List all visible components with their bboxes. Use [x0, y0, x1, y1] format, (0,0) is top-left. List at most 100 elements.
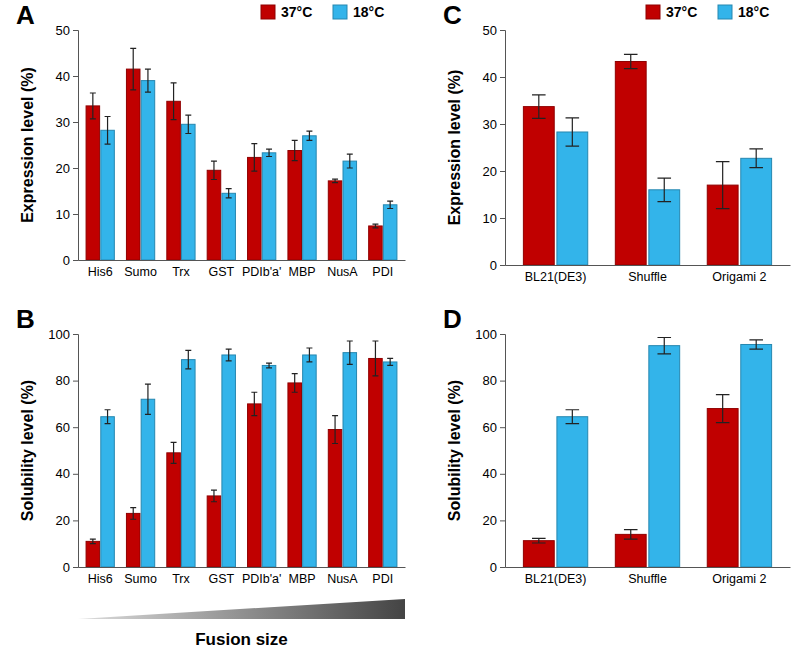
tick-mark: [500, 567, 505, 568]
tick-label: 10: [483, 211, 497, 226]
tick-label: Trx: [172, 572, 190, 586]
series: [101, 69, 397, 260]
bar: [741, 158, 772, 265]
tick: 80: [56, 373, 78, 388]
tick-mark: [500, 77, 505, 78]
y-axis-title: Expression level (%): [446, 70, 463, 226]
error-bar: [90, 539, 96, 544]
error-bar: [130, 508, 136, 520]
legend: 37°C18°C: [261, 4, 384, 20]
axis-line: [500, 31, 506, 266]
error-bar: [372, 224, 378, 228]
tick: 20: [56, 513, 78, 528]
tick-mark: [73, 427, 78, 428]
tick: 50: [56, 23, 78, 38]
tick-label: Trx: [172, 265, 190, 279]
tick-label: 40: [56, 69, 70, 84]
error-bar: [332, 416, 338, 444]
series: [523, 395, 738, 567]
legend-label: 37°C: [666, 4, 697, 20]
axis-line: [73, 335, 79, 568]
axis-line: [506, 265, 791, 266]
tick: His6: [88, 567, 113, 586]
tick-label: NusA: [327, 572, 358, 586]
error-bar: [226, 189, 232, 198]
tick-label: 80: [483, 373, 497, 388]
error-bar: [749, 340, 763, 349]
series: [523, 54, 738, 265]
bar: [523, 541, 554, 567]
tick: 40: [483, 70, 505, 85]
y-axis: 020406080100: [475, 327, 505, 575]
bar: [86, 106, 100, 260]
error-bar: [145, 69, 151, 92]
tick: PDIb'a': [242, 260, 282, 279]
bar: [523, 107, 554, 265]
error-bar: [566, 410, 580, 424]
bar: [741, 344, 772, 567]
bar: [101, 417, 115, 567]
bar: [207, 170, 221, 260]
tick-mark: [73, 474, 78, 475]
legend-item: 37°C: [261, 4, 312, 20]
tick-mark: [500, 171, 505, 172]
tick-mark: [73, 168, 78, 169]
bar: [707, 409, 738, 567]
bar: [369, 226, 383, 260]
tick-label: 20: [56, 513, 70, 528]
tick-mark: [73, 381, 78, 382]
panel: 020406080100BL21(DE3)ShuffleOrigami 2Sol…: [446, 327, 791, 586]
legend-swatch: [718, 5, 732, 19]
tick-mark: [73, 520, 78, 521]
y-axis: 01020304050: [56, 23, 79, 268]
tick: 0: [490, 560, 505, 575]
error-bar: [624, 530, 638, 539]
bar: [288, 383, 302, 567]
tick-mark: [500, 334, 505, 335]
legend-item: 18°C: [718, 4, 769, 20]
error-bar: [266, 149, 272, 156]
tick: 20: [483, 164, 505, 179]
tick-label: 20: [56, 161, 70, 176]
tick-label: GST: [208, 572, 234, 586]
legend-label: 37°C: [281, 4, 312, 20]
tick: Origami 2: [712, 265, 766, 284]
bar: [182, 124, 196, 260]
bar: [343, 353, 357, 567]
size-wedge: [78, 599, 405, 619]
legend-swatch: [646, 5, 660, 19]
bar: [207, 496, 221, 567]
legend-item: 37°C: [646, 4, 697, 20]
bar: [126, 69, 140, 260]
error-bar: [211, 161, 217, 179]
tick-label: 40: [483, 70, 497, 85]
tick-mark: [500, 520, 505, 521]
panel-label: C: [443, 0, 462, 30]
legend-swatch: [333, 5, 347, 19]
tick: Trx: [172, 567, 190, 586]
bar: [248, 404, 262, 567]
bar: [262, 365, 276, 567]
bar: [288, 151, 302, 260]
tick-label: PDI: [372, 265, 393, 279]
tick-label: 60: [483, 420, 497, 435]
axis-line: [79, 567, 406, 568]
tick: 20: [56, 161, 78, 176]
bar: [557, 132, 588, 265]
error-bar: [266, 363, 272, 368]
tick-label: 10: [56, 207, 70, 222]
bar: [369, 358, 383, 567]
tick-label: 30: [483, 117, 497, 132]
tick-label: Shuffle: [628, 572, 667, 586]
tick: Sumo: [124, 260, 157, 279]
tick-label: PDI: [372, 572, 393, 586]
series: [86, 48, 382, 260]
bar: [222, 355, 236, 567]
series: [86, 341, 382, 567]
tick: His6: [88, 260, 113, 279]
y-axis-title: Solubility level (%): [446, 380, 463, 521]
error-bar: [532, 538, 546, 543]
tick: Shuffle: [628, 265, 667, 284]
bar: [182, 360, 196, 567]
tick: Trx: [172, 260, 190, 279]
